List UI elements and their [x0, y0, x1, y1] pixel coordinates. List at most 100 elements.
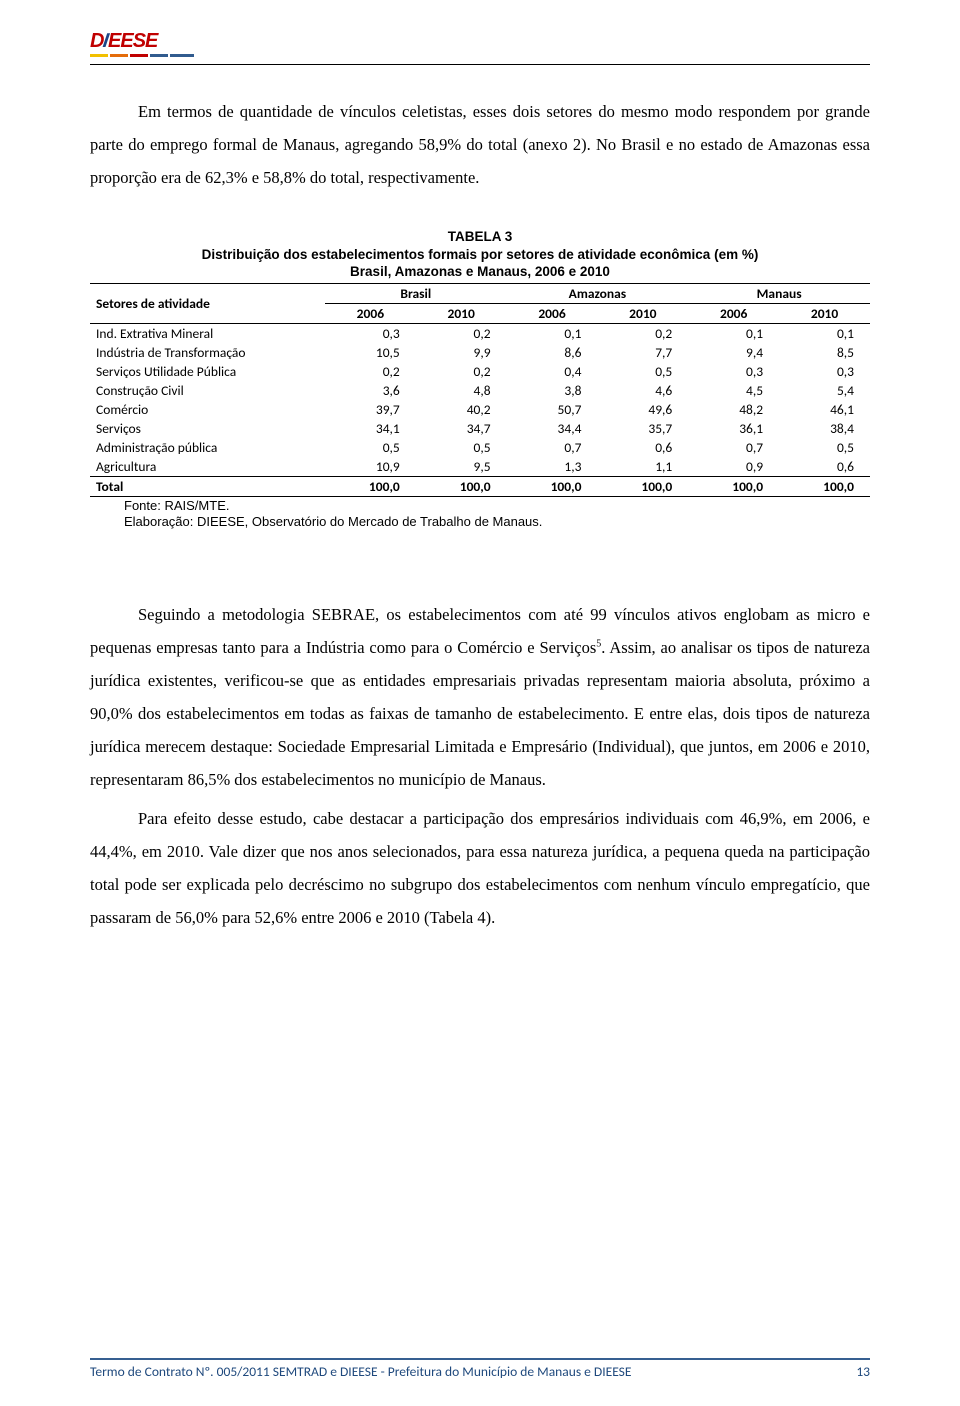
logo-text: DIEESE — [90, 30, 194, 53]
cell-value: 0,6 — [597, 438, 688, 457]
row-label: Agricultura — [90, 457, 325, 477]
col-group: Amazonas — [507, 283, 689, 303]
cell-value: 0,7 — [507, 438, 598, 457]
cell-value: 0,3 — [325, 323, 416, 343]
cell-value: 0,3 — [779, 362, 870, 381]
table-row: Comércio39,740,250,749,648,246,1 — [90, 400, 870, 419]
logo-bar — [90, 54, 108, 57]
cell-value: 10,9 — [325, 457, 416, 477]
cell-value: 3,8 — [507, 381, 598, 400]
page-header: DIEESE — [90, 30, 870, 65]
cell-value: 39,7 — [325, 400, 416, 419]
col-year: 2006 — [688, 303, 779, 323]
table-title-line: Distribuição dos estabelecimentos formai… — [202, 247, 759, 262]
table-title: TABELA 3 Distribuição dos estabeleciment… — [90, 228, 870, 281]
cell-value: 5,4 — [779, 381, 870, 400]
cell-value: 0,2 — [597, 323, 688, 343]
cell-value: 10,5 — [325, 343, 416, 362]
col-year: 2010 — [597, 303, 688, 323]
cell-value: 9,5 — [416, 457, 507, 477]
cell-value: 34,1 — [325, 419, 416, 438]
cell-value: 0,2 — [416, 362, 507, 381]
table-row: Construção Civil3,64,83,84,64,55,4 — [90, 381, 870, 400]
cell-value: 100,0 — [325, 476, 416, 496]
cell-value: 100,0 — [416, 476, 507, 496]
col-year: 2006 — [325, 303, 416, 323]
col-year: 2010 — [416, 303, 507, 323]
table-row: Ind. Extrativa Mineral0,30,20,10,20,10,1 — [90, 323, 870, 343]
cell-value: 0,1 — [779, 323, 870, 343]
cell-value: 100,0 — [507, 476, 598, 496]
cell-value: 0,5 — [597, 362, 688, 381]
cell-value: 0,2 — [325, 362, 416, 381]
footer-text: Termo de Contrato Nº. 005/2011 SEMTRAD e… — [90, 1363, 631, 1380]
cell-value: 100,0 — [597, 476, 688, 496]
cell-value: 0,7 — [688, 438, 779, 457]
cell-value: 4,6 — [597, 381, 688, 400]
page-footer: Termo de Contrato Nº. 005/2011 SEMTRAD e… — [90, 1358, 870, 1380]
logo-bar — [150, 54, 168, 57]
row-label: Construção Civil — [90, 381, 325, 400]
row-label: Serviços Utilidade Pública — [90, 362, 325, 381]
cell-value: 50,7 — [507, 400, 598, 419]
cell-value: 36,1 — [688, 419, 779, 438]
table-row: Indústria de Transformação10,59,98,67,79… — [90, 343, 870, 362]
cell-value: 34,4 — [507, 419, 598, 438]
footer-divider — [90, 1358, 870, 1360]
table-total-row: Total100,0100,0100,0100,0100,0100,0 — [90, 476, 870, 496]
cell-value: 8,6 — [507, 343, 598, 362]
header-divider — [90, 64, 870, 65]
cell-value: 38,4 — [779, 419, 870, 438]
cell-value: 1,1 — [597, 457, 688, 477]
logo-bar — [110, 54, 128, 57]
row-label: Administração pública — [90, 438, 325, 457]
cell-value: 0,4 — [507, 362, 598, 381]
table-row: Agricultura10,99,51,31,10,90,6 — [90, 457, 870, 477]
source-line: Elaboração: DIEESE, Observatório do Merc… — [124, 514, 542, 529]
table-row: Serviços Utilidade Pública0,20,20,40,50,… — [90, 362, 870, 381]
table-row: Administração pública0,50,50,70,60,70,5 — [90, 438, 870, 457]
cell-value: 35,7 — [597, 419, 688, 438]
cell-value: 0,9 — [688, 457, 779, 477]
para-text: . Assim, ao analisar os tipos de naturez… — [90, 638, 870, 789]
cell-value: 100,0 — [688, 476, 779, 496]
paragraph: Seguindo a metodologia SEBRAE, os estabe… — [90, 598, 870, 796]
table-title-line: Brasil, Amazonas e Manaus, 2006 e 2010 — [350, 264, 610, 279]
cell-value: 9,9 — [416, 343, 507, 362]
cell-value: 7,7 — [597, 343, 688, 362]
paragraph: Para efeito desse estudo, cabe destacar … — [90, 802, 870, 934]
cell-value: 0,1 — [688, 323, 779, 343]
cell-value: 0,6 — [779, 457, 870, 477]
body-text-block-1: Em termos de quantidade de vínculos cele… — [90, 95, 870, 194]
cell-value: 4,8 — [416, 381, 507, 400]
cell-value: 3,6 — [325, 381, 416, 400]
cell-value: 0,5 — [779, 438, 870, 457]
cell-value: 1,3 — [507, 457, 598, 477]
table-title-line: TABELA 3 — [448, 229, 513, 244]
cell-value: 0,3 — [688, 362, 779, 381]
cell-value: 46,1 — [779, 400, 870, 419]
body-text-block-2: Seguindo a metodologia SEBRAE, os estabe… — [90, 598, 870, 934]
cell-value: 0,5 — [325, 438, 416, 457]
cell-value: 0,2 — [416, 323, 507, 343]
cell-value: 8,5 — [779, 343, 870, 362]
row-label: Total — [90, 476, 325, 496]
page-number: 13 — [856, 1363, 870, 1380]
col-year: 2010 — [779, 303, 870, 323]
cell-value: 0,5 — [416, 438, 507, 457]
col-group: Manaus — [688, 283, 870, 303]
cell-value: 9,4 — [688, 343, 779, 362]
logo-bar — [170, 54, 194, 57]
table-3-block: TABELA 3 Distribuição dos estabeleciment… — [90, 228, 870, 530]
dieese-logo: DIEESE — [90, 30, 194, 57]
cell-value: 4,5 — [688, 381, 779, 400]
cell-value: 34,7 — [416, 419, 507, 438]
col-year: 2006 — [507, 303, 598, 323]
cell-value: 0,1 — [507, 323, 598, 343]
row-label: Serviços — [90, 419, 325, 438]
cell-value: 48,2 — [688, 400, 779, 419]
cell-value: 40,2 — [416, 400, 507, 419]
source-line: Fonte: RAIS/MTE. — [124, 498, 229, 513]
row-header: Setores de atividade — [90, 283, 325, 323]
row-label: Comércio — [90, 400, 325, 419]
